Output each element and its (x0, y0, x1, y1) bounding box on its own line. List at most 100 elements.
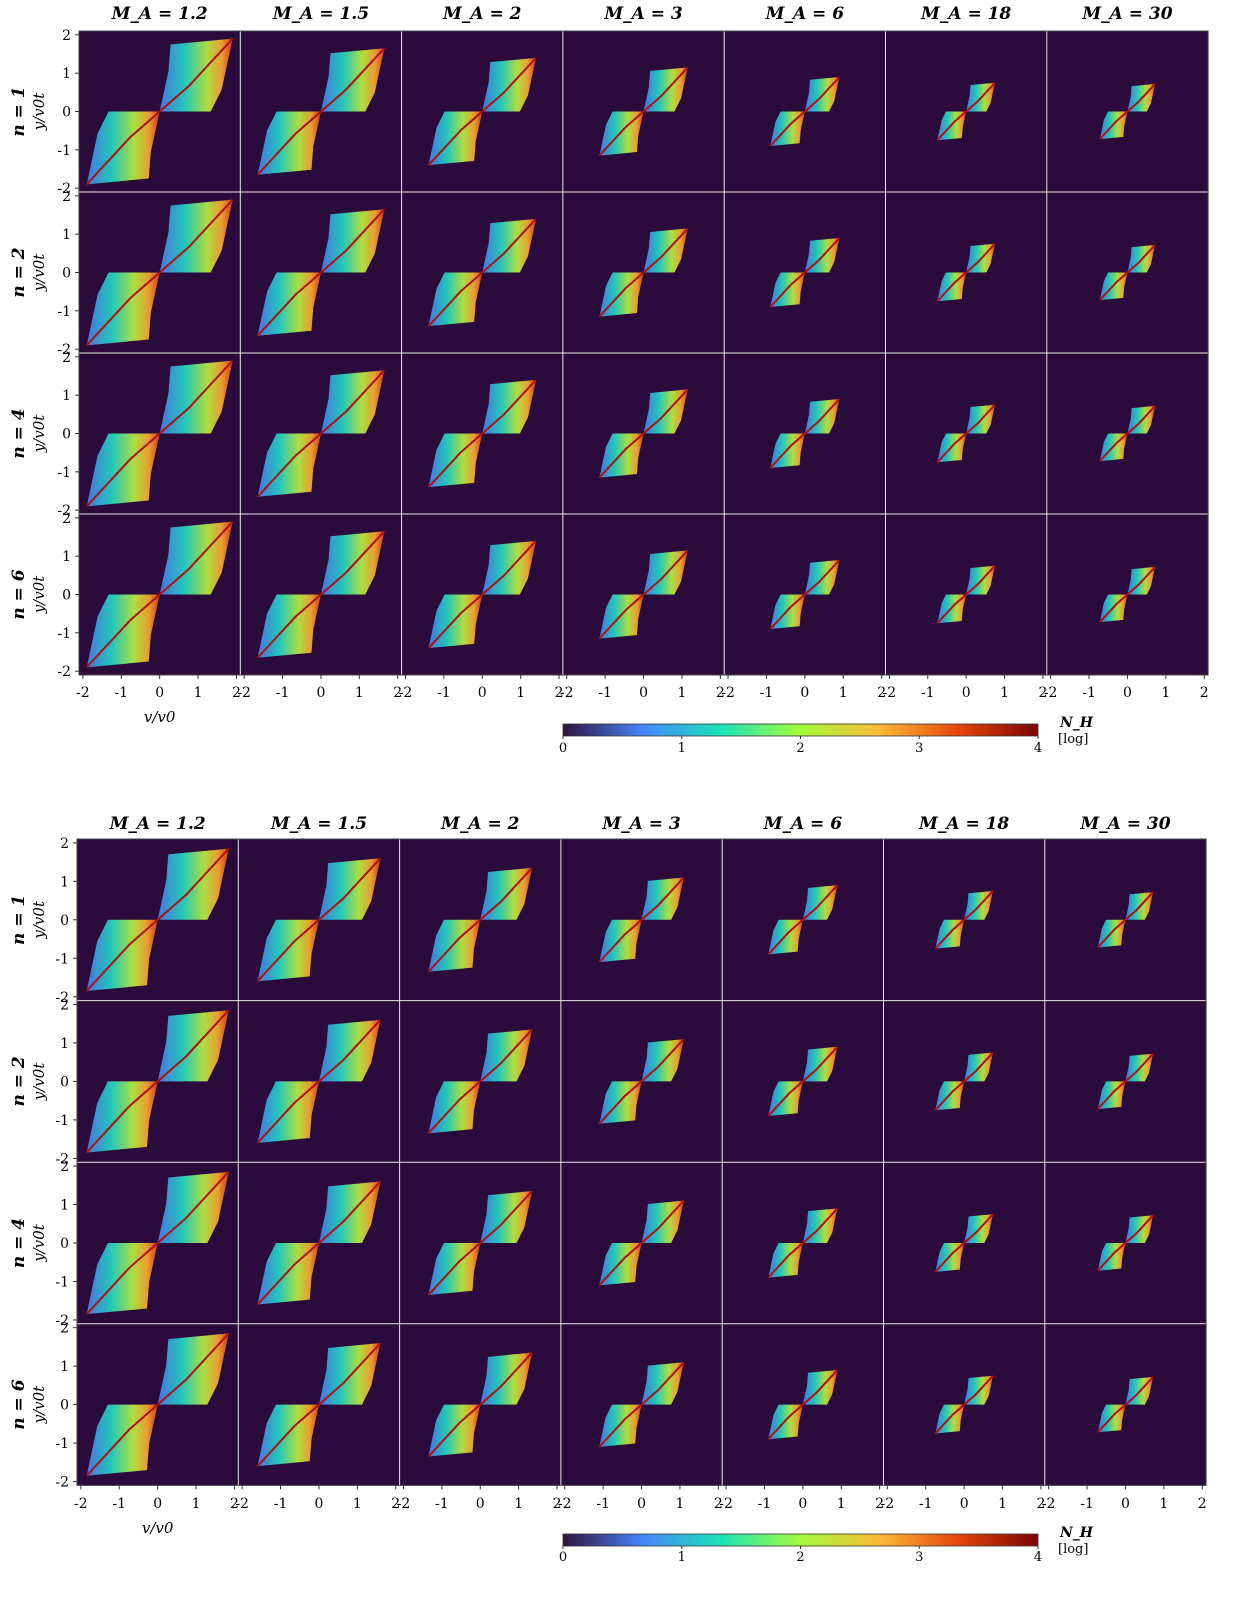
x-tick-label: 1 (1161, 685, 1170, 701)
column-title: M_A = 1.5 (272, 4, 369, 24)
x-tick-label: -1 (1080, 1496, 1094, 1512)
density-ridge (598, 388, 689, 479)
panel (1097, 1214, 1154, 1272)
panel (598, 66, 689, 157)
y-tick-label: -2 (57, 503, 71, 519)
density-ridge (427, 57, 537, 166)
panel (598, 227, 689, 318)
x-tick-label: 2 (875, 1496, 884, 1512)
panel (85, 1332, 230, 1477)
x-tick-label: 2 (1198, 1496, 1207, 1512)
density-ridge (427, 1190, 533, 1296)
panel (598, 1199, 685, 1287)
y-tick-label: -2 (55, 1313, 69, 1329)
x-tick-label: 1 (998, 1496, 1007, 1512)
density-ridge (1099, 83, 1156, 140)
density-ridge (427, 1028, 533, 1135)
density-lobe-lower (86, 111, 160, 185)
x-tick-label: 1 (677, 685, 686, 701)
y-tick-label: -2 (57, 181, 71, 197)
y-axis-label: y/v0t (30, 1385, 48, 1425)
row-title: n = 2 (9, 247, 29, 297)
colorbar-unit: [log] (1058, 1542, 1088, 1557)
y-axis-label: y/v0t (30, 1062, 48, 1102)
x-tick-label: 2 (1200, 685, 1209, 701)
panel (1099, 405, 1156, 462)
density-ridge (769, 76, 841, 147)
panel (256, 208, 386, 337)
panel (936, 565, 996, 624)
panel (769, 237, 841, 308)
density-lobe-lower (86, 1081, 158, 1153)
x-tick-label: -1 (1082, 685, 1096, 701)
y-tick-label: 2 (60, 997, 69, 1013)
x-tick-label: -2 (558, 1496, 572, 1512)
density-ridge (1097, 891, 1154, 949)
x-tick-label: -2 (1044, 685, 1058, 701)
panel (1099, 83, 1156, 140)
colorbar-tick-label: 3 (915, 741, 923, 756)
x-tick-label: -1 (274, 1496, 288, 1512)
row-title: n = 2 (9, 1056, 29, 1106)
panel (427, 218, 537, 327)
x-tick-label: -1 (112, 1496, 126, 1512)
colorbar-tick-label: 4 (1034, 741, 1042, 756)
density-ridge (598, 66, 689, 157)
panel (598, 1038, 685, 1125)
panel (767, 1207, 839, 1279)
y-tick-label: 0 (60, 1236, 69, 1252)
density-lobe-upper (159, 199, 233, 273)
x-tick-label: 1 (837, 1496, 846, 1512)
x-tick-label: -1 (114, 685, 128, 701)
density-ridge (427, 1351, 533, 1458)
x-tick-label: 1 (192, 1496, 201, 1512)
density-lobe-lower (86, 433, 160, 507)
x-tick-label: 2 (1036, 1496, 1045, 1512)
y-tick-label: 1 (60, 1359, 69, 1375)
density-ridge (85, 1009, 230, 1154)
column-title: M_A = 30 (1081, 4, 1172, 24)
panel (767, 884, 839, 956)
x-tick-label: 0 (800, 685, 809, 701)
colorbar-tick-label: 1 (678, 1550, 686, 1565)
y-tick-label: -1 (55, 1436, 69, 1452)
density-lobe-lower (86, 919, 158, 991)
density-ridge (256, 530, 386, 659)
x-tick-label: -2 (76, 685, 90, 701)
density-ridge (256, 208, 386, 337)
y-tick-label: -2 (55, 1475, 69, 1491)
row-title: n = 4 (9, 1218, 29, 1268)
panel (769, 398, 841, 469)
colorbar-label: N_H (1059, 1525, 1094, 1541)
column-title: M_A = 1.5 (270, 814, 367, 834)
panel (934, 890, 994, 950)
x-tick-label: 1 (194, 685, 203, 701)
density-ridge (85, 359, 234, 508)
density-ridge (767, 1369, 839, 1440)
panel (1099, 244, 1156, 301)
x-tick-label: 0 (1121, 1496, 1130, 1512)
y-tick-label: 2 (60, 836, 69, 852)
density-lobe-lower (86, 594, 160, 668)
density-ridge (598, 876, 685, 963)
density-ridge (427, 867, 533, 973)
panel (598, 549, 689, 640)
panel (598, 388, 689, 479)
panel (256, 857, 382, 983)
colorbar-tick-label: 2 (796, 741, 804, 756)
row-title: n = 1 (9, 895, 29, 945)
x-tick-label: -2 (719, 1496, 733, 1512)
panel (769, 76, 841, 147)
panel (256, 1342, 382, 1467)
density-ridge (1097, 1053, 1154, 1110)
panel (256, 530, 386, 659)
x-tick-label: -2 (235, 1496, 249, 1512)
column-title: M_A = 6 (763, 814, 843, 834)
density-lobe-upper (159, 38, 233, 112)
x-tick-label: -1 (758, 1496, 772, 1512)
colorbar-tick-label: 0 (559, 1550, 567, 1565)
panel (85, 520, 234, 669)
column-title: M_A = 1.2 (109, 814, 206, 834)
